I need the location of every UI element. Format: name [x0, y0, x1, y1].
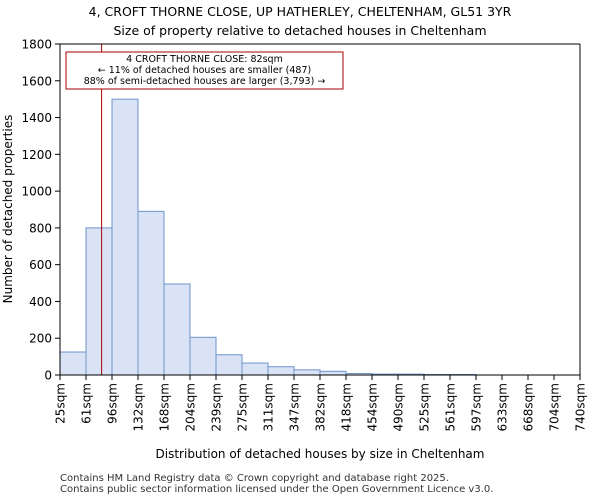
annotation-group: 4 CROFT THORNE CLOSE: 82sqm← 11% of deta… [65, 44, 344, 375]
histogram-bar [189, 336, 217, 376]
y-tick-label: 1800 [21, 38, 52, 52]
histogram-bar [111, 98, 139, 376]
x-tick-label: 418sqm [340, 383, 354, 431]
chart-title: 4, CROFT THORNE CLOSE, UP HATHERLEY, CHE… [89, 4, 512, 19]
bars-group [59, 98, 477, 376]
y-axis-label: Number of detached properties [1, 115, 15, 304]
annotation-larger-text: 88% of semi-detached houses are larger (… [84, 76, 326, 87]
annotation-smaller-text: ← 11% of detached houses are smaller (48… [98, 65, 311, 76]
x-tick-label: 490sqm [392, 383, 406, 431]
y-tick-label: 800 [29, 221, 52, 235]
y-tick-label: 1200 [21, 148, 52, 162]
x-tick-label: 311sqm [262, 383, 276, 431]
x-ticks-group: 25sqm 61sqm 96sqm 132sqm 168sqm 204sqm 239sqm 2… [54, 375, 588, 431]
histogram-bar [163, 283, 191, 376]
x-tick-label: 204sqm [184, 383, 198, 431]
annotation-box [65, 51, 344, 90]
footer-licence: Contains public sector information licen… [60, 484, 494, 495]
histogram-bar [85, 227, 113, 376]
y-tick-label: 1000 [21, 185, 52, 199]
y-tick-label: 400 [29, 295, 52, 309]
x-tick-label: 96sqm [106, 383, 120, 424]
x-tick-label: 704sqm [548, 383, 562, 431]
footer-copyright: Contains HM Land Registry data © Crown c… [60, 473, 449, 484]
chart-subtitle: Size of property relative to detached ho… [114, 23, 487, 38]
x-tick-label: 740sqm [574, 383, 588, 431]
histogram-bar [215, 354, 243, 376]
y-tick-label: 0 [44, 369, 52, 383]
histogram-bar [319, 370, 347, 376]
x-tick-label: 239sqm [210, 383, 224, 431]
x-tick-label: 275sqm [236, 383, 250, 431]
x-tick-label: 25sqm [54, 383, 68, 424]
y-ticks-group: 0 200 400 600 800 1000 1200 1400 1600 1800 [21, 38, 60, 383]
histogram-bar [241, 362, 269, 376]
histogram-bar [59, 351, 87, 376]
x-tick-label: 382sqm [314, 383, 328, 431]
annotation-title: 4 CROFT THORNE CLOSE: 82sqm [126, 54, 283, 65]
y-tick-label: 1600 [21, 74, 52, 88]
x-tick-label: 668sqm [522, 383, 536, 431]
x-tick-label: 168sqm [158, 383, 172, 431]
x-tick-label: 633sqm [496, 383, 510, 431]
histogram-bar [267, 366, 295, 376]
x-tick-label: 597sqm [470, 383, 484, 431]
x-tick-label: 561sqm [444, 383, 458, 431]
histogram-bar [293, 369, 321, 376]
histogram-bar [137, 210, 165, 376]
x-tick-label: 454sqm [366, 383, 380, 431]
x-tick-label: 61sqm [80, 383, 94, 424]
x-tick-label: 347sqm [288, 383, 302, 431]
y-tick-label: 1400 [21, 111, 52, 125]
x-tick-label: 525sqm [418, 383, 432, 431]
y-tick-label: 600 [29, 258, 52, 272]
y-tick-label: 200 [29, 332, 52, 346]
x-axis-label: Distribution of detached houses by size … [156, 447, 485, 461]
x-tick-label: 132sqm [132, 383, 146, 431]
